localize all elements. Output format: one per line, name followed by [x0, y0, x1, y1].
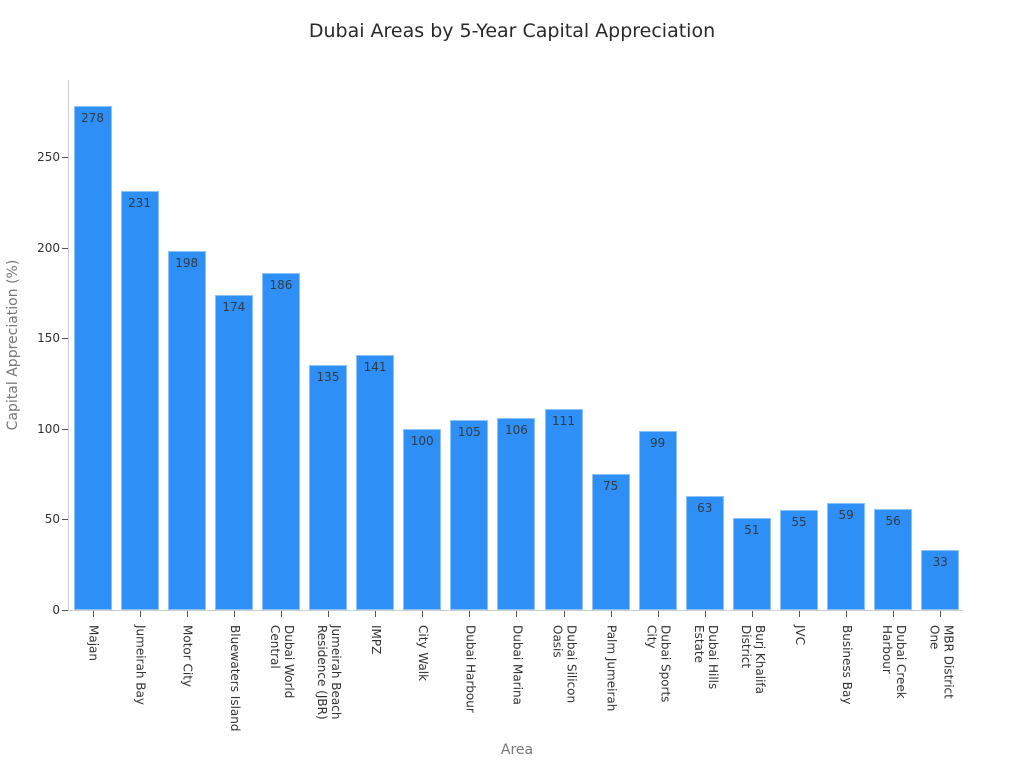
x-tick-mark — [469, 611, 471, 617]
bar-value-label: 100 — [410, 433, 434, 448]
bar: 106 — [497, 417, 536, 610]
bar-value-label: 174 — [222, 299, 246, 314]
bar: 55 — [780, 510, 818, 610]
bar: 99 — [638, 430, 677, 610]
y-axis-line — [68, 80, 69, 611]
bar-value-label: 63 — [697, 500, 713, 515]
x-tick-mark — [940, 611, 942, 617]
x-tick-mark — [657, 611, 659, 617]
x-tick-label: Palm Jumeirah — [604, 625, 619, 712]
x-tick-mark — [328, 611, 329, 617]
y-tick-label: 50 — [44, 512, 60, 527]
x-tick-mark — [186, 611, 188, 617]
x-tick-label: Bluewaters Island — [227, 625, 242, 732]
x-tick-mark — [751, 611, 753, 617]
x-tick-mark — [610, 611, 612, 617]
x-tick-mark — [516, 611, 518, 617]
x-tick-mark — [422, 611, 424, 617]
bar-value-label: 51 — [744, 522, 760, 537]
x-tick-label: Jumeirah Bay — [133, 625, 148, 705]
bar-value-label: 141 — [363, 359, 387, 374]
bar-value-label: 186 — [269, 277, 293, 292]
x-tick-mark — [375, 611, 377, 617]
x-tick-mark — [563, 611, 565, 617]
bar: 59 — [827, 503, 866, 610]
x-tick-mark — [280, 611, 282, 617]
x-tick-mark — [799, 611, 800, 617]
x-tick-label: Majan — [86, 625, 101, 661]
bar: 186 — [261, 272, 300, 610]
bar: 141 — [356, 354, 395, 610]
x-tick-mark — [233, 611, 235, 617]
x-tick-label: JVC — [793, 625, 807, 646]
x-tick-label: Dubai Marina — [510, 625, 525, 705]
y-tick-label: 200 — [37, 240, 60, 255]
x-axis-title: Area — [500, 742, 534, 758]
x-tick-label: IMPZ — [369, 625, 384, 655]
bar: 100 — [403, 428, 442, 610]
y-tick-label: 150 — [37, 331, 60, 346]
x-tick-label: City Walk — [416, 625, 431, 682]
y-tick-mark — [62, 428, 68, 430]
x-tick-label: Jumeirah Beach Residence (JBR) — [315, 625, 343, 720]
x-tick-label: Dubai Harbour — [463, 625, 478, 713]
x-tick-mark — [893, 611, 895, 617]
bar: 174 — [214, 294, 253, 610]
bar-value-label: 75 — [602, 479, 619, 494]
y-tick-label: 250 — [37, 150, 60, 164]
bar-value-label: 99 — [650, 435, 666, 450]
bar: 63 — [685, 495, 724, 610]
bar: 278 — [73, 106, 112, 610]
x-tick-label: Dubai World Central — [267, 625, 296, 699]
y-tick-mark — [62, 157, 68, 158]
bar-value-label: 33 — [932, 555, 948, 570]
bar-value-label: 105 — [457, 424, 481, 439]
bar-value-label: 106 — [504, 422, 528, 437]
bar: 33 — [921, 550, 960, 610]
bar: 198 — [167, 251, 206, 610]
x-tick-mark — [704, 611, 706, 617]
x-tick-label: Dubai Sports City — [644, 625, 673, 703]
y-tick-label: 0 — [52, 603, 60, 617]
x-axis-line — [68, 610, 963, 611]
y-tick-mark — [62, 247, 68, 249]
bar-value-label: 59 — [838, 508, 854, 523]
x-tick-label: Business Bay — [840, 625, 855, 705]
x-tick-mark — [139, 611, 141, 617]
x-tick-label: MBR District One — [927, 625, 956, 699]
bar: 75 — [591, 474, 630, 610]
bar-value-label: 278 — [81, 111, 104, 126]
x-tick-label: Dubai Hills Estate — [691, 625, 720, 690]
x-tick-label: Motor City — [180, 625, 195, 688]
y-tick-label: 100 — [37, 421, 60, 436]
bar: 111 — [544, 408, 583, 610]
x-tick-mark — [92, 611, 94, 617]
y-tick-mark — [62, 338, 68, 340]
y-axis-title: Capital Appreciation (%) — [5, 259, 21, 431]
bar: 231 — [120, 191, 159, 610]
y-tick-mark — [62, 610, 68, 611]
bar: 51 — [732, 517, 771, 610]
bar-value-label: 135 — [316, 370, 340, 385]
x-tick-mark — [846, 611, 848, 617]
bar: 135 — [309, 365, 347, 610]
bar-value-label: 55 — [791, 515, 807, 530]
bar: 105 — [450, 419, 489, 610]
bar-value-label: 231 — [128, 196, 152, 211]
bar-value-label: 56 — [885, 513, 901, 528]
x-tick-label: Dubai Creek Harbour — [880, 625, 909, 699]
bar-value-label: 111 — [552, 413, 575, 428]
chart-title: Dubai Areas by 5-Year Capital Appreciati… — [308, 20, 716, 42]
x-tick-label: Burj Khalifa District — [738, 625, 767, 694]
bar-value-label: 198 — [175, 256, 199, 271]
x-tick-label: Dubai Silicon Oasis — [550, 625, 579, 704]
bar: 56 — [874, 508, 913, 610]
y-tick-mark — [62, 519, 68, 521]
